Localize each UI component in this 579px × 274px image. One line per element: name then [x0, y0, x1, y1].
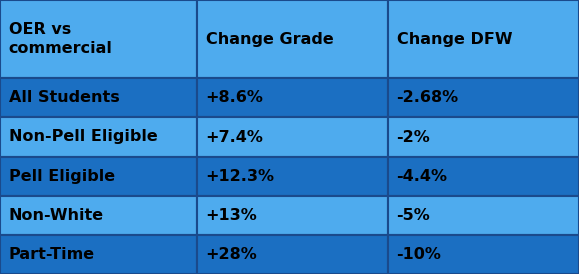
- Text: +28%: +28%: [206, 247, 257, 262]
- Bar: [197, 78, 388, 118]
- Bar: [388, 78, 579, 118]
- Text: -4.4%: -4.4%: [397, 169, 448, 184]
- Text: All Students: All Students: [9, 90, 119, 105]
- Text: Part-Time: Part-Time: [9, 247, 95, 262]
- Bar: [388, 196, 579, 235]
- Text: +12.3%: +12.3%: [206, 169, 274, 184]
- Text: Non-White: Non-White: [9, 208, 104, 223]
- Text: -2.68%: -2.68%: [397, 90, 459, 105]
- Text: -5%: -5%: [397, 208, 430, 223]
- Bar: [388, 235, 579, 274]
- Bar: [0, 78, 197, 118]
- Text: -10%: -10%: [397, 247, 442, 262]
- Text: -2%: -2%: [397, 130, 430, 144]
- Text: Pell Eligible: Pell Eligible: [9, 169, 115, 184]
- Bar: [0, 118, 197, 156]
- Bar: [197, 235, 388, 274]
- Text: Change Grade: Change Grade: [206, 32, 334, 47]
- Bar: [0, 235, 197, 274]
- Bar: [197, 118, 388, 156]
- Text: +13%: +13%: [206, 208, 257, 223]
- Bar: [0, 196, 197, 235]
- Bar: [197, 156, 388, 196]
- Bar: [0, 156, 197, 196]
- Bar: [388, 0, 579, 78]
- Bar: [388, 156, 579, 196]
- Bar: [197, 196, 388, 235]
- Bar: [0, 0, 197, 78]
- Text: +8.6%: +8.6%: [206, 90, 263, 105]
- Text: Non-Pell Eligible: Non-Pell Eligible: [9, 130, 157, 144]
- Text: OER vs
commercial: OER vs commercial: [9, 22, 112, 56]
- Bar: [388, 118, 579, 156]
- Text: +7.4%: +7.4%: [206, 130, 263, 144]
- Bar: [197, 0, 388, 78]
- Text: Change DFW: Change DFW: [397, 32, 512, 47]
